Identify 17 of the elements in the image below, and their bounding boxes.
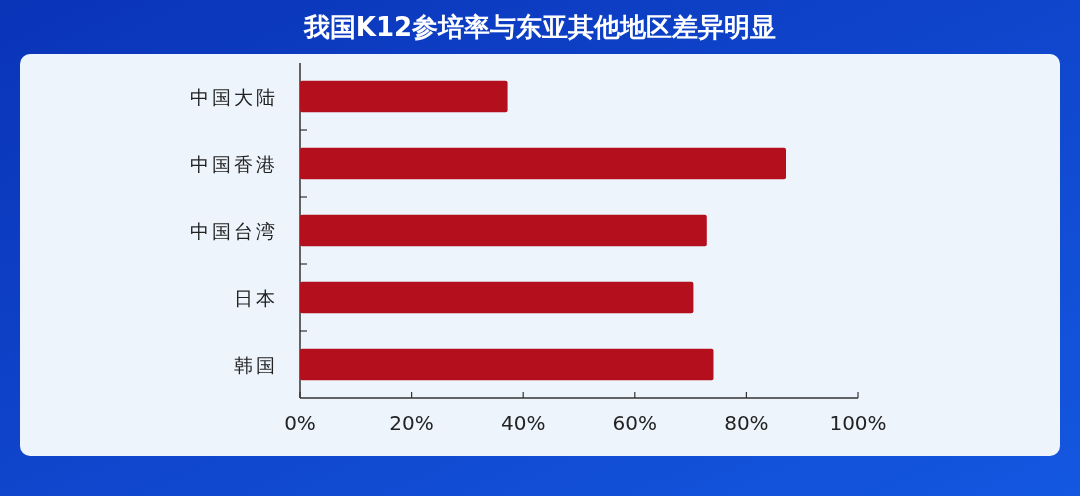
x-tick-label: 100% <box>829 411 887 435</box>
y-tick-label: 中国台湾 <box>190 220 278 242</box>
y-tick-label: 韩国 <box>234 354 278 376</box>
x-tick-label: 40% <box>500 411 546 435</box>
x-tick-label: 20% <box>389 411 434 435</box>
bar <box>300 281 694 314</box>
x-tick-label: 80% <box>724 411 769 435</box>
y-tick-label: 中国大陆 <box>190 86 278 108</box>
x-tick-label: 0% <box>284 411 316 435</box>
x-tick-label: 60% <box>612 411 658 435</box>
bar <box>300 147 787 180</box>
y-tick-label: 中国香港 <box>190 153 278 175</box>
y-tick-label: 日本 <box>234 287 278 309</box>
bar <box>300 80 508 113</box>
bar <box>300 348 714 381</box>
bar <box>300 214 707 247</box>
chart-title: 我国K12参培率与东亚其他地区差异明显 <box>302 12 777 42</box>
